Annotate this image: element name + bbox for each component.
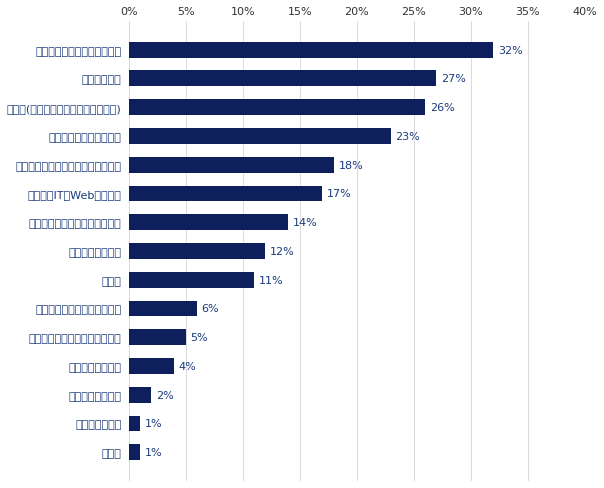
- Bar: [129, 100, 425, 116]
- Text: 18%: 18%: [338, 161, 363, 170]
- Bar: [129, 358, 174, 374]
- Bar: [129, 129, 391, 144]
- Text: 32%: 32%: [498, 45, 523, 56]
- Text: 6%: 6%: [202, 304, 219, 314]
- Text: 14%: 14%: [293, 218, 318, 228]
- Text: 27%: 27%: [441, 74, 466, 84]
- Bar: [129, 301, 197, 317]
- Text: 2%: 2%: [156, 390, 174, 400]
- Text: 23%: 23%: [396, 132, 420, 142]
- Text: 1%: 1%: [144, 447, 162, 457]
- Text: 11%: 11%: [259, 275, 283, 285]
- Text: 26%: 26%: [429, 103, 454, 113]
- Bar: [129, 42, 493, 59]
- Text: 1%: 1%: [144, 419, 162, 428]
- Bar: [129, 272, 254, 288]
- Bar: [129, 244, 265, 259]
- Text: 5%: 5%: [190, 332, 208, 343]
- Bar: [129, 416, 140, 431]
- Bar: [129, 215, 288, 231]
- Bar: [129, 71, 437, 87]
- Bar: [129, 158, 334, 173]
- Bar: [129, 445, 140, 460]
- Bar: [129, 186, 323, 202]
- Text: 4%: 4%: [179, 361, 196, 371]
- Text: 17%: 17%: [327, 189, 352, 199]
- Bar: [129, 387, 152, 403]
- Text: 12%: 12%: [270, 246, 295, 256]
- Bar: [129, 329, 185, 346]
